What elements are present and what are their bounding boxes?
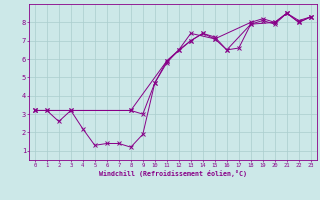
X-axis label: Windchill (Refroidissement éolien,°C): Windchill (Refroidissement éolien,°C) [99,170,247,177]
